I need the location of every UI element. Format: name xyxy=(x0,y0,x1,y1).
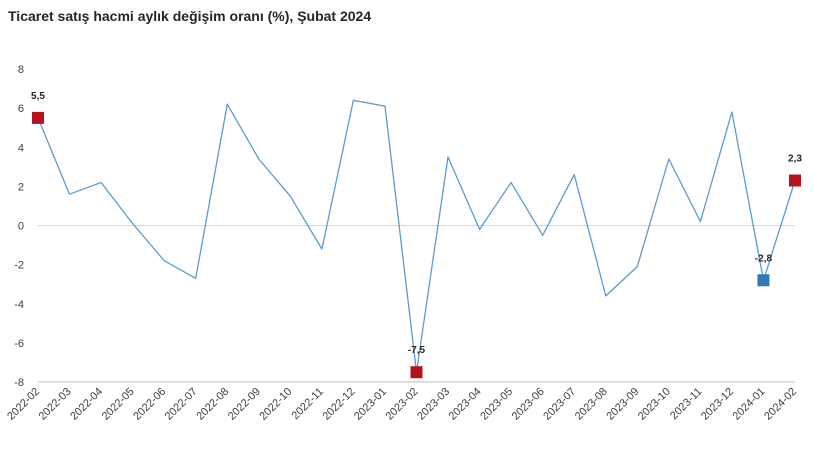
x-tick-label: 2023-01 xyxy=(352,386,389,423)
data-point-marker xyxy=(410,366,423,379)
x-tick-label: 2022-07 xyxy=(163,386,200,423)
chart-title: Ticaret satış hacmi aylık değişim oranı … xyxy=(8,8,372,24)
x-tick-label: 2022-09 xyxy=(226,386,263,423)
x-tick-label: 2022-03 xyxy=(37,386,74,423)
x-tick-label: 2023-11 xyxy=(668,386,704,422)
data-point-marker xyxy=(32,111,44,124)
x-tick-label: 2023-12 xyxy=(699,386,736,423)
x-tick-label: 2024-01 xyxy=(731,386,768,423)
y-tick-label: 6 xyxy=(18,103,24,115)
y-tick-label: 8 xyxy=(18,64,24,76)
x-tick-label: 2022-06 xyxy=(131,386,168,423)
y-tick-label: 2 xyxy=(18,181,24,193)
x-tick-label: 2024-02 xyxy=(762,386,799,423)
x-tick-label: 2023-06 xyxy=(510,386,547,423)
x-tick-label: 2022-11 xyxy=(290,386,326,422)
x-tick-label: 2023-07 xyxy=(541,386,578,423)
y-tick-label: 0 xyxy=(18,221,24,233)
x-tick-label: 2023-09 xyxy=(604,386,641,423)
y-tick-label: 4 xyxy=(18,142,24,154)
y-tick-label: -8 xyxy=(14,377,24,389)
data-label: -7,5 xyxy=(408,345,426,356)
x-tick-label: 2022-08 xyxy=(194,386,231,423)
y-tick-label: -6 xyxy=(14,338,24,350)
x-tick-label: 2023-08 xyxy=(573,386,610,423)
x-tick-label: 2022-10 xyxy=(257,386,294,423)
x-tick-label: 2023-04 xyxy=(447,386,484,423)
x-tick-label: 2023-05 xyxy=(478,386,515,423)
data-point-marker xyxy=(789,174,801,187)
series-line xyxy=(37,99,796,373)
data-label: 5,5 xyxy=(31,91,45,102)
x-tick-label: 2022-02 xyxy=(5,386,42,423)
x-tick-label: 2023-03 xyxy=(415,386,452,423)
x-tick-label: 2023-10 xyxy=(636,386,673,423)
x-tick-label: 2022-05 xyxy=(100,386,137,423)
x-tick-label: 2023-02 xyxy=(384,386,421,423)
x-tick-label: 2022-12 xyxy=(321,386,358,423)
data-label: -2,8 xyxy=(755,253,773,264)
y-tick-label: -2 xyxy=(14,260,24,272)
data-point-marker xyxy=(757,274,770,287)
data-label: 2,3 xyxy=(788,154,802,165)
x-tick-label: 2022-04 xyxy=(68,386,105,423)
y-tick-label: -4 xyxy=(14,299,24,311)
